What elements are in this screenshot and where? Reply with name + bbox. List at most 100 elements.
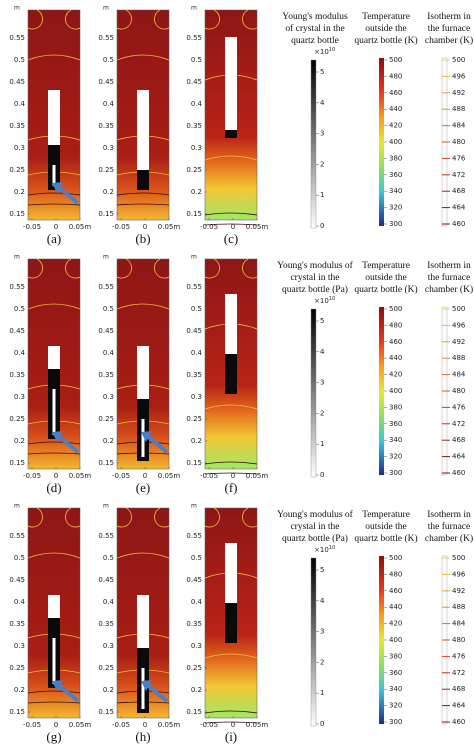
y-tick-label: 0.35	[186, 371, 202, 379]
colorbar-tick-label: 484	[452, 371, 466, 379]
colorbar-title: Isotherm in	[427, 12, 471, 22]
colorbar-tick-label: 3	[320, 628, 324, 636]
colorbar-tick-label: 460	[452, 220, 465, 228]
y-tick-label: 0.25	[9, 166, 25, 174]
colorbar-tick-label: 500	[389, 554, 402, 562]
x-tick-label: -0.05	[112, 472, 130, 480]
y-tick-label: 0.55	[98, 283, 114, 291]
y-tick-label: 0.25	[98, 664, 114, 672]
y-tick-label: 0.2	[191, 686, 202, 694]
y-tick-label: 0.5	[14, 305, 25, 313]
colorbar-tick-label: 400	[389, 138, 402, 146]
crystal-slit	[52, 389, 56, 435]
panel-label: (f)	[225, 480, 238, 495]
y-tick-label: 0.3	[191, 144, 202, 152]
arrow-head	[141, 680, 152, 691]
y-tick-label: 0.35	[98, 620, 114, 628]
y-tick-label: 0.15	[9, 210, 25, 218]
colorbar-tick-label: 4	[320, 597, 325, 605]
crystal	[225, 130, 237, 138]
colorbar-tick-label: 464	[452, 453, 466, 461]
colorbar-tick-label: 440	[389, 603, 402, 611]
contour-arc	[154, 9, 170, 30]
y-tick-label: 0.35	[98, 371, 114, 379]
colorbar-tick-label: 300	[389, 220, 402, 228]
y-tick-label: 0.2	[191, 437, 202, 445]
panel-label: (i)	[225, 729, 237, 744]
panel-label: (h)	[135, 729, 150, 744]
x-tick-label: 0.05m	[158, 721, 181, 729]
colorbar-tick-label: 440	[389, 354, 402, 362]
colorbar-tick-label: 492	[452, 89, 465, 97]
colorbar-youngs	[310, 308, 317, 478]
bottle-empty	[137, 346, 149, 399]
axis-unit: m	[191, 503, 197, 510]
contour-line	[204, 440, 258, 445]
y-tick-label: 0.2	[14, 437, 25, 445]
y-tick-label: 0.45	[9, 78, 25, 86]
y-tick-label: 0.35	[9, 620, 25, 628]
colorbar-tick-label: 420	[389, 371, 402, 379]
colorbar-tick-label: 1	[320, 440, 324, 448]
colorbar-tick-label: 464	[452, 204, 466, 212]
y-tick-label: 0.4	[14, 349, 26, 357]
colorbar-tick-label: 380	[389, 154, 402, 162]
y-tick-label: 0.25	[186, 415, 202, 423]
colorbar-tick-label: 480	[389, 72, 402, 80]
y-tick-label: 0.3	[103, 393, 114, 401]
crystal-slit	[141, 419, 145, 457]
contour-line	[204, 653, 258, 659]
colorbar-tick-label: 5	[320, 566, 324, 574]
axis-unit: m	[103, 254, 109, 261]
colorbar-tick-label: 472	[452, 171, 465, 179]
colorbar-title: Temperature	[362, 12, 410, 22]
colorbar-title: Isotherm in	[427, 261, 471, 271]
y-tick-label: 0.2	[14, 188, 25, 196]
colorbar-tick-label: 476	[452, 403, 466, 411]
colorbar-tick-label: 472	[452, 420, 465, 428]
colorbar-tick-label: 320	[389, 702, 402, 710]
colorbar-tick-label: 420	[389, 122, 402, 130]
panel-label: (b)	[135, 231, 150, 246]
contour-line	[27, 54, 81, 61]
colorbar-tick-label: 480	[389, 570, 402, 578]
colorbar-title: quartz bottle (K)	[354, 35, 417, 46]
colorbar-temperature	[379, 307, 384, 475]
x-tick-label: -0.05	[23, 472, 41, 480]
contour-line	[27, 452, 81, 455]
colorbar-tick-label: 460	[389, 338, 402, 346]
colorbar-tick-label: 2	[320, 658, 324, 666]
colorbar-tick-label: 1	[320, 689, 324, 697]
colorbar-title: outside the	[365, 24, 406, 34]
y-tick-label: 0.5	[191, 56, 202, 64]
arrow-shaft	[55, 184, 80, 205]
x-tick-label: -0.05	[112, 721, 130, 729]
colorbar-tick-label: 484	[452, 122, 466, 130]
y-tick-label: 0.15	[98, 210, 114, 218]
crystal	[225, 354, 237, 394]
x-tick-label: 0	[231, 472, 235, 480]
y-tick-label: 0.15	[186, 210, 202, 218]
colorbar-tick-label: 500	[452, 56, 465, 64]
contour-arc	[27, 258, 43, 279]
colorbar-tick-label: 500	[452, 305, 465, 313]
y-tick-label: 0.3	[14, 144, 25, 152]
y-tick-label: 0.4	[103, 100, 115, 108]
y-tick-label: 0.25	[98, 166, 114, 174]
colorbar-title: quartz bottle (K)	[354, 284, 417, 295]
x-tick-label: 0.05m	[246, 721, 269, 729]
colorbar-title: Young's modulus of	[277, 509, 354, 520]
colorbar-youngs	[310, 59, 317, 229]
contour-line	[204, 155, 258, 161]
arrow-head	[52, 182, 63, 193]
contour-line	[204, 212, 258, 216]
colorbar-tick-label: 488	[452, 354, 465, 362]
colorbar-title: outside the	[365, 273, 406, 283]
contour-arc	[154, 507, 170, 528]
contour-arc	[204, 507, 220, 528]
colorbar-multiplier: ×1010	[314, 545, 335, 555]
colorbar-tick-label: 460	[452, 469, 465, 477]
contour-arc	[116, 507, 132, 528]
y-tick-label: 0.35	[186, 620, 202, 628]
